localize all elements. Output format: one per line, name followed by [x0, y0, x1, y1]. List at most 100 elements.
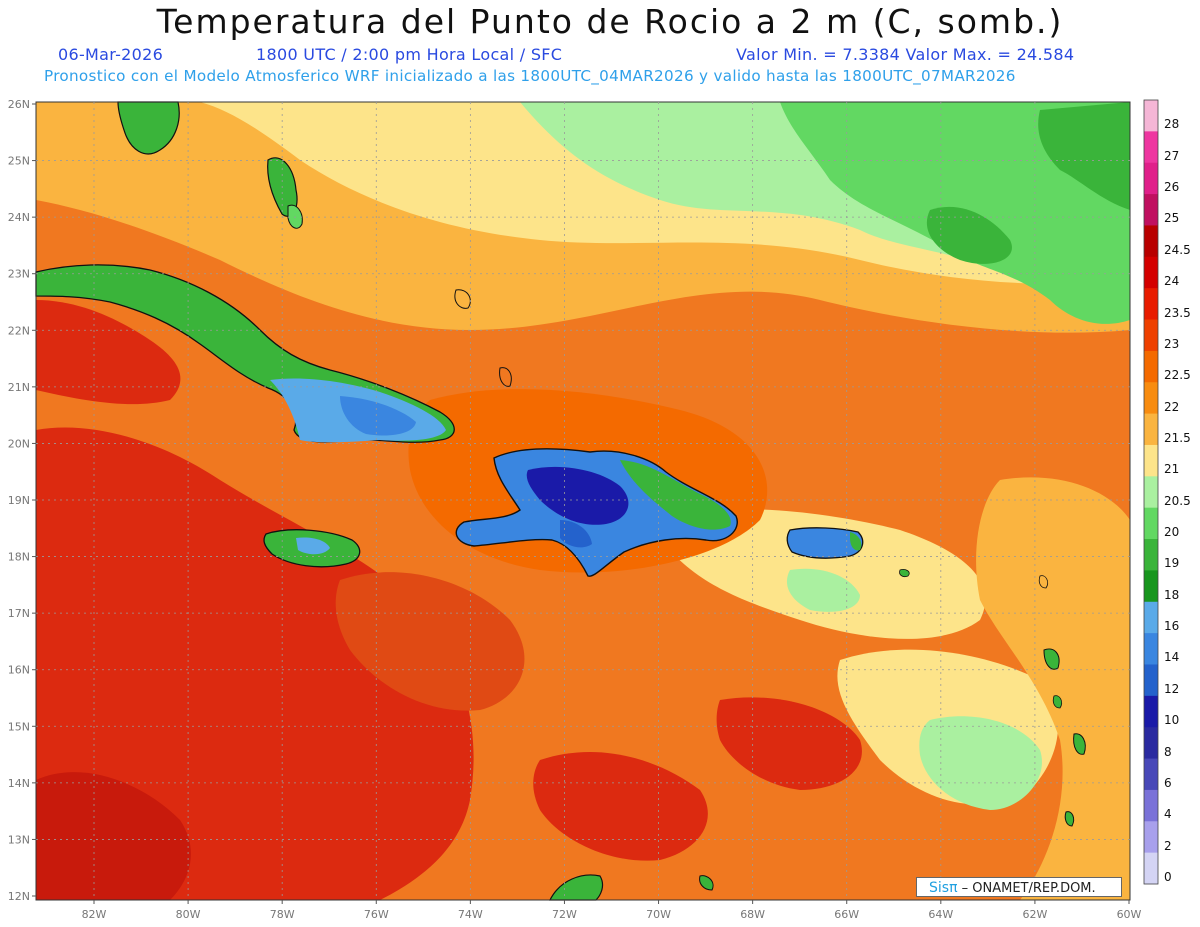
field-se-yellow	[976, 477, 1130, 900]
lon-label: 60W	[1117, 908, 1142, 921]
lat-label: 16N	[8, 664, 30, 677]
lon-label: 80W	[176, 908, 201, 921]
lat-label: 18N	[8, 551, 30, 564]
colorbar-label: 20.5	[1164, 493, 1191, 508]
credit-text: – ONAMET/REP.DOM.	[961, 881, 1096, 896]
lat-label: 13N	[8, 833, 30, 846]
colorbar-label: 18	[1164, 587, 1180, 602]
colorbar-swatch	[1144, 601, 1158, 634]
colorbar-frame	[1143, 99, 1159, 885]
colorbar-swatch	[1144, 758, 1158, 791]
south-america-coast	[549, 874, 604, 901]
lon-label: 68W	[740, 908, 765, 921]
field-prico-lightgreen	[786, 568, 860, 612]
colorbar-swatch	[1144, 821, 1158, 854]
lat-label: 22N	[8, 324, 30, 337]
florida	[117, 101, 180, 155]
great-inagua	[454, 289, 471, 309]
colorbar-label: 24	[1164, 274, 1180, 289]
hispaniola-core	[526, 466, 629, 525]
valid-date: 06-Mar-2026	[58, 45, 164, 64]
latitude-labels: 26N 25N 24N 23N 22N 21N 20N 19N 18N 17N 16N 15N 14N 1…	[8, 98, 30, 903]
lat-label: 26N	[8, 98, 30, 111]
colorbar-label: 23.5	[1164, 305, 1191, 320]
lat-label: 21N	[8, 381, 30, 394]
lon-label: 74W	[458, 908, 483, 921]
lat-label: 23N	[8, 268, 30, 281]
land-masses	[35, 101, 1086, 901]
lon-label: 70W	[646, 908, 671, 921]
min-max-values: Valor Min. = 7.3384 Valor Max. = 24.584	[736, 45, 1075, 64]
cuba-east-darkblue	[340, 396, 416, 436]
colorbar-swatch	[1144, 350, 1158, 383]
colorbar-swatch	[1144, 789, 1158, 822]
colorbar-swatch	[1144, 444, 1158, 477]
colorbar-label: 26	[1164, 180, 1180, 195]
colorbar-swatch	[1144, 288, 1158, 321]
turks-caicos	[499, 367, 512, 387]
lat-label: 14N	[8, 777, 30, 790]
colorbar	[1143, 99, 1159, 885]
colorbar-label: 20	[1164, 525, 1180, 540]
lat-label: 25N	[8, 155, 30, 168]
curacao	[699, 875, 714, 891]
valid-time: 1800 UTC / 2:00 pm Hora Local / SFC	[256, 45, 563, 64]
lat-label: 24N	[8, 211, 30, 224]
lat-label: 12N	[8, 890, 30, 903]
colorbar-swatch	[1144, 664, 1158, 697]
field-mid-red	[335, 572, 525, 711]
colorbar-swatch	[1144, 633, 1158, 665]
colorbar-label: 0	[1164, 870, 1172, 884]
jamaica-blue	[296, 537, 330, 555]
colorbar-label: 6	[1164, 775, 1172, 790]
sispi-logo: Sisπ	[929, 880, 958, 896]
field-cuba-south-red	[36, 300, 181, 405]
lat-label: 15N	[8, 720, 30, 733]
lon-label: 76W	[364, 908, 389, 921]
colorbar-label: 12	[1164, 681, 1180, 696]
field-ne-darkgreen	[1038, 102, 1130, 210]
map-frame	[35, 101, 1131, 901]
colorbar-label: 4	[1164, 807, 1172, 822]
colorbar-label: 21	[1164, 462, 1180, 477]
lon-label: 62W	[1022, 908, 1047, 921]
lon-label: 72W	[552, 908, 577, 921]
colorbar-swatch	[1144, 695, 1158, 728]
colorbar-swatch	[1144, 162, 1158, 195]
colorbar-label: 21.5	[1164, 430, 1191, 445]
colorbar-label: 16	[1164, 619, 1180, 634]
dominica	[1052, 695, 1062, 709]
field-ne-green-patch	[926, 206, 1012, 264]
colorbar-swatch	[1144, 570, 1158, 603]
colorbar-swatch	[1144, 727, 1158, 760]
virgin-islands	[899, 569, 910, 578]
colorbar-swatch	[1144, 319, 1158, 352]
lon-label: 78W	[270, 908, 295, 921]
colorbar-swatch	[1144, 476, 1158, 509]
axis-ticks	[32, 103, 1130, 904]
lon-label: 64W	[928, 908, 953, 921]
lon-label: 66W	[834, 908, 859, 921]
colorbar-swatch	[1144, 256, 1158, 289]
colorbar-label: 25	[1164, 211, 1180, 226]
colorbar-swatch	[1144, 131, 1158, 164]
colorbar-label: 27	[1164, 148, 1180, 163]
colorbar-label: 19	[1164, 556, 1180, 571]
bahamas-small	[287, 204, 303, 229]
lat-label: 17N	[8, 607, 30, 620]
colorbar-swatch	[1144, 382, 1158, 415]
field-sw-red	[36, 427, 474, 900]
anguilla	[1038, 575, 1048, 589]
colorbar-swatch	[1144, 852, 1158, 885]
field-sw-darkred	[36, 772, 191, 900]
colorbar-label: 28	[1164, 117, 1180, 132]
colorbar-swatch	[1144, 225, 1158, 258]
graticule	[36, 102, 1130, 900]
hispaniola-green	[620, 460, 731, 530]
lon-label: 82W	[82, 908, 107, 921]
colorbar-label: 24.5	[1164, 242, 1191, 257]
colorbar-label: 14	[1164, 650, 1180, 665]
colorbar-swatch	[1144, 194, 1158, 226]
